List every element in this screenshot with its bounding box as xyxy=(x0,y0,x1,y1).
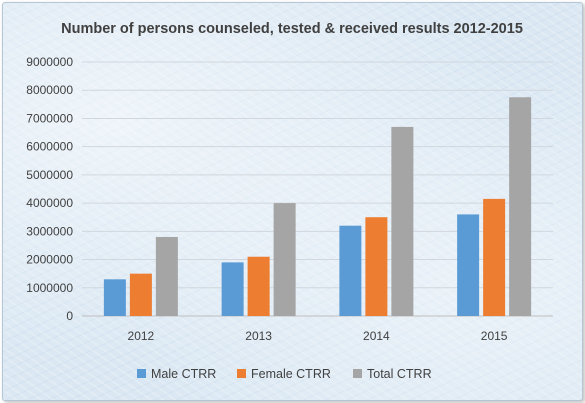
y-tick-label: 1000000 xyxy=(26,281,73,295)
bar-male-ctrr-2015 xyxy=(457,214,480,316)
legend-item: Male CTRR xyxy=(137,367,216,381)
legend-label: Female CTRR xyxy=(251,367,331,381)
x-axis-tick-labels: 2012 2013 2014 2015 xyxy=(128,329,508,343)
x-tick-label: 2015 xyxy=(481,329,508,343)
bar-total-ctrr-2014 xyxy=(391,126,414,317)
legend-item: Total CTRR xyxy=(353,367,432,381)
bar-total-ctrr-2012 xyxy=(155,236,178,316)
x-tick-label: 2014 xyxy=(363,329,390,343)
legend-item: Female CTRR xyxy=(237,367,331,381)
y-tick-label: 8000000 xyxy=(26,83,73,97)
legend-swatch xyxy=(353,369,362,378)
y-tick-label: 9000000 xyxy=(26,55,73,69)
bar-male-ctrr-2013 xyxy=(221,262,244,316)
bar-male-ctrr-2014 xyxy=(339,225,362,316)
legend: Male CTRR Female CTRR Total CTRR xyxy=(137,367,432,381)
y-tick-label: 7000000 xyxy=(26,111,73,125)
bar-male-ctrr-2012 xyxy=(103,279,126,316)
chart-title: Number of persons counseled, tested & re… xyxy=(61,21,523,37)
legend-swatch xyxy=(237,369,246,378)
bar-female-ctrr-2015 xyxy=(483,198,506,316)
bar-total-ctrr-2015 xyxy=(509,97,532,317)
y-tick-label: 3000000 xyxy=(26,224,73,238)
bar-female-ctrr-2013 xyxy=(247,256,270,316)
legend-label: Male CTRR xyxy=(151,367,216,381)
y-tick-label: 5000000 xyxy=(26,168,73,182)
y-tick-label: 4000000 xyxy=(26,196,73,210)
y-tick-label: 2000000 xyxy=(26,253,73,267)
y-axis-tick-labels: 0 1000000 2000000 3000000 4000000 5000000 6000… xyxy=(26,55,73,323)
bar-female-ctrr-2012 xyxy=(129,273,152,316)
bar-female-ctrr-2014 xyxy=(365,217,388,316)
y-tick-label: 0 xyxy=(66,309,73,323)
legend-swatch xyxy=(137,369,146,378)
y-tick-label: 6000000 xyxy=(26,140,73,154)
gridlines xyxy=(82,61,553,317)
bars xyxy=(103,97,532,317)
x-tick-label: 2013 xyxy=(245,329,272,343)
bar-total-ctrr-2013 xyxy=(273,203,296,316)
x-tick-label: 2012 xyxy=(128,329,155,343)
legend-label: Total CTRR xyxy=(367,367,432,381)
